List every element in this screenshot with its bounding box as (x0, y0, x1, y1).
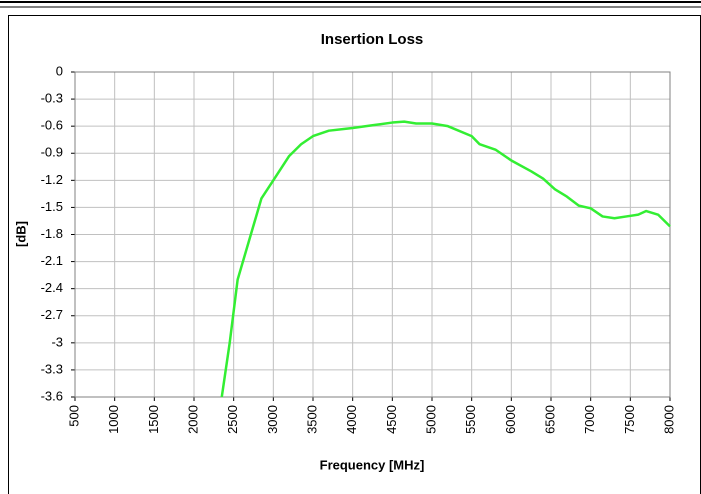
y-tick-label: -1.8 (41, 226, 63, 241)
x-tick-label: 3000 (265, 405, 280, 434)
x-tick-label: 1500 (146, 405, 161, 434)
x-tick-label: 5500 (463, 405, 478, 434)
x-tick-label: 3500 (304, 405, 319, 434)
chart-title: Insertion Loss (321, 31, 424, 48)
y-tick-label: -3 (51, 334, 63, 349)
x-tick-label: 4000 (344, 405, 359, 434)
y-tick-label: -0.9 (41, 145, 63, 160)
x-tick-label: 1000 (106, 405, 121, 434)
y-tick-label: -3.6 (41, 388, 63, 403)
y-tick-label: -2.4 (41, 280, 63, 295)
y-tick-label: -2.1 (41, 253, 63, 268)
x-tick-label: 2500 (225, 405, 240, 434)
x-tick-label: 6500 (542, 405, 557, 434)
x-tick-label: 7000 (582, 405, 597, 434)
x-tick-label: 500 (66, 405, 81, 427)
y-axis-label: [dB] (13, 221, 28, 247)
x-tick-label: 2000 (185, 405, 200, 434)
y-tick-label: 0 (56, 63, 63, 78)
x-tick-label: 8000 (661, 405, 676, 434)
x-axis-label: Frequency [MHz] (320, 457, 425, 472)
x-tick-label: 6000 (503, 405, 518, 434)
y-tick-label: -0.3 (41, 91, 63, 106)
x-tick-label: 5000 (423, 405, 438, 434)
plot-border (74, 71, 671, 398)
x-tick-label: 4500 (384, 405, 399, 434)
y-tick-label: -0.6 (41, 118, 63, 133)
y-tick-label: -2.7 (41, 307, 63, 322)
x-tick-label: 7500 (622, 405, 637, 434)
y-tick-label: -1.2 (41, 172, 63, 187)
y-tick-label: -3.3 (41, 361, 63, 376)
data-line (220, 120, 671, 398)
y-tick-label: -1.5 (41, 199, 63, 214)
